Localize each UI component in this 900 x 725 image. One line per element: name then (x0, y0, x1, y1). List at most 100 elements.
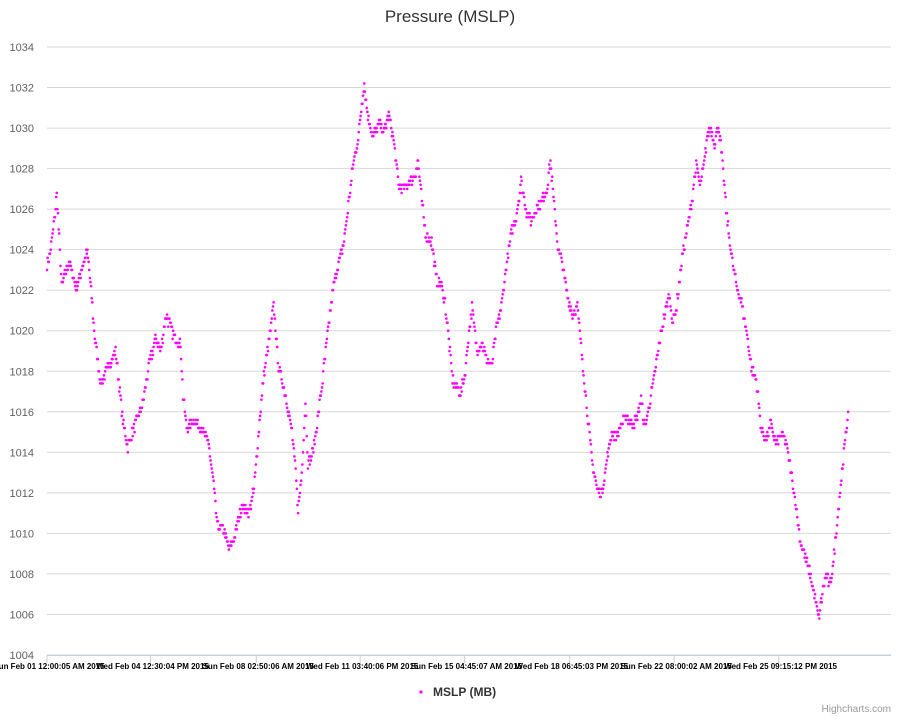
data-point (179, 357, 183, 361)
data-point (209, 463, 213, 466)
data-point (731, 264, 735, 268)
data-point (546, 187, 549, 191)
data-point (467, 341, 470, 345)
data-point (562, 268, 566, 272)
data-point (414, 175, 418, 179)
data-point (618, 426, 622, 430)
data-point (321, 382, 324, 385)
data-point (216, 519, 220, 523)
data-point (839, 483, 843, 487)
data-point (80, 268, 84, 272)
data-point (785, 442, 789, 446)
data-point (368, 122, 372, 126)
data-point (83, 260, 86, 264)
data-point (669, 309, 673, 312)
data-point (756, 390, 760, 393)
chart-title: Pressure (MSLP) (385, 7, 515, 26)
data-point (106, 361, 110, 365)
data-point (305, 434, 308, 438)
data-point (566, 297, 570, 300)
data-point (222, 532, 226, 535)
data-point (777, 442, 780, 446)
data-point (321, 369, 325, 373)
data-point (165, 313, 169, 316)
data-point (559, 252, 563, 256)
data-point (77, 276, 81, 280)
data-point (761, 430, 765, 434)
data-point (744, 325, 748, 328)
data-point (152, 341, 156, 345)
data-point (820, 601, 824, 604)
data-point (443, 297, 447, 300)
data-point (208, 446, 211, 450)
data-point (211, 475, 215, 478)
data-point (411, 179, 414, 183)
data-point (758, 406, 761, 410)
data-point (686, 224, 689, 227)
data-point (330, 301, 334, 304)
data-point (592, 471, 596, 474)
data-point (724, 195, 727, 199)
data-point (68, 260, 72, 264)
data-point (641, 402, 644, 405)
data-point (318, 398, 321, 401)
data-point (552, 195, 555, 199)
data-point (496, 321, 500, 324)
data-point (614, 438, 618, 442)
data-point (271, 305, 275, 308)
data-point (735, 284, 738, 288)
data-point (308, 463, 312, 466)
y-tick-label: 1032 (10, 83, 34, 95)
data-point (550, 179, 553, 183)
data-point (389, 126, 393, 130)
data-point (304, 414, 308, 418)
data-point (497, 313, 501, 316)
data-point (342, 240, 346, 243)
data-point (499, 309, 503, 312)
data-point (470, 317, 473, 320)
data-point (632, 422, 636, 426)
data-point (214, 511, 218, 515)
data-point (844, 430, 848, 434)
data-point (605, 459, 609, 462)
data-point (761, 426, 764, 430)
data-point (152, 345, 155, 349)
data-point (642, 418, 646, 422)
data-point (95, 345, 98, 349)
data-point (57, 228, 60, 231)
data-point (62, 276, 65, 280)
data-point (537, 199, 541, 203)
data-point (146, 369, 150, 373)
data-point (393, 147, 397, 150)
y-tick-label: 1030 (10, 123, 34, 135)
data-point (846, 418, 849, 422)
data-point (301, 451, 305, 454)
data-point (727, 232, 730, 235)
data-point (89, 284, 93, 288)
data-point (631, 426, 634, 430)
data-point (713, 147, 716, 150)
data-point (429, 240, 432, 243)
data-point (426, 232, 429, 235)
data-point (671, 321, 675, 324)
data-point (654, 365, 658, 369)
data-point (746, 337, 749, 341)
data-point (627, 418, 631, 422)
data-point (362, 82, 366, 85)
data-point (630, 418, 633, 422)
data-point (648, 402, 652, 405)
credits-link[interactable]: Highcharts.com (821, 704, 891, 715)
data-point (59, 264, 62, 268)
legend[interactable]: MSLP (MB) (419, 685, 496, 699)
data-point (567, 305, 571, 308)
data-point (274, 329, 277, 333)
data-point (813, 596, 816, 600)
data-point (464, 374, 467, 377)
data-point (830, 572, 834, 576)
data-point (92, 329, 96, 333)
data-point (718, 134, 722, 138)
data-point (686, 219, 690, 223)
data-point (269, 329, 272, 333)
data-point (722, 179, 726, 183)
data-point (287, 410, 291, 414)
